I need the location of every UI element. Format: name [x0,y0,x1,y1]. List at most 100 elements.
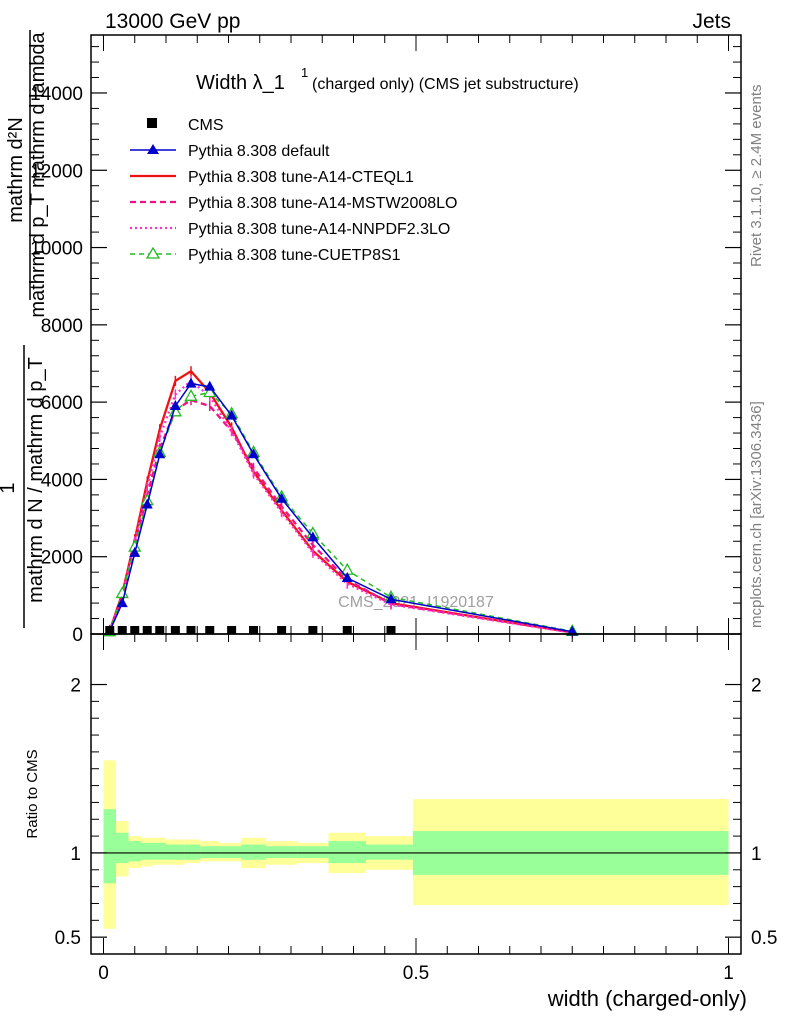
ratio-band-inner [116,832,129,864]
cms-data-point [142,626,152,634]
cms-data-point [277,626,287,634]
ratio-band-inner [103,809,116,884]
cms-data-point [170,626,180,634]
main-y-tick-label: 8000 [41,316,83,337]
default-data-point [116,597,128,608]
default-data-point [141,498,153,509]
default-data-point [341,571,353,582]
mcplots-text: mcplots.cern.ch [arXiv:1306.3436] [748,401,765,628]
cuetp8s1-data-point [184,388,198,401]
legend-label-a14-nnpdf: Pythia 8.308 tune-A14-NNPDF2.3LO [188,221,450,238]
default-data-point [169,399,181,410]
main-y-tick-label: 10000 [30,239,83,260]
ratio-band-inner [266,846,298,858]
plot-title: Width λ_1 1 (charged only) (CMS jet subs… [196,65,579,94]
ratio-band-inner [184,844,201,860]
ratio-plot-frame [90,633,742,955]
ratio-y-axis-label: Ratio to CMS [24,749,41,838]
x-tick-label: 0 [98,963,109,984]
ratio-y-tick-label-left: 0.5 [55,928,81,949]
main-plot-panel: mathrm d²N mathrm d p_T mathrm d lambda … [0,30,742,646]
ratio-band-inner [241,844,266,860]
cms-data-point [308,626,318,634]
series-line-pythia-8-308-tune-a14-mstw2008lo [108,399,573,634]
cms-data-point [342,626,352,634]
default-data-point [204,380,216,391]
ratio-band-inner [166,844,185,860]
default-data-point [154,448,166,459]
cms-data-point [117,626,127,634]
legend-label-a14-cteql1: Pythia 8.308 tune-A14-CTEQL1 [188,169,414,186]
ratio-y-tick-label-right: 0.5 [751,928,777,949]
ratio-band-inner [328,841,366,864]
ratio-y-tick-label-right: 1 [751,844,762,865]
legend-item-a14-nnpdf: Pythia 8.308 tune-A14-NNPDF2.3LO [130,221,450,238]
cms-data-point [205,626,215,634]
cms-data-point [105,626,115,634]
ratio-y-tick-label-right: 2 [751,676,762,697]
plot-title-superscript: 1 [301,65,308,80]
header-left: 13000 GeV pp [105,10,240,33]
ylabel-bottom: mathrm d N / mathrm d p_T [25,357,47,603]
default-data-point [248,448,259,459]
main-y-tick-label: 14000 [30,84,83,105]
legend-item-default: Pythia 8.308 default [130,143,330,160]
cms-data-point [186,626,196,634]
legend-marker-cuetp8s1 [145,246,161,259]
legend-label-default: Pythia 8.308 default [188,143,330,160]
ratio-y-tick-label-left: 2 [70,676,81,697]
cms-data-point [227,626,237,634]
series-cms [105,626,396,634]
legend-marker-default [147,144,159,154]
main-y-tick-label: 2000 [41,548,83,569]
default-data-point [385,593,397,604]
main-y-tick-label: 0 [72,625,83,646]
legend-marker-cms [147,118,157,128]
cms-data-point [386,626,396,634]
legend-label-cms: CMS [188,117,224,134]
legend-item-a14-cteql1: Pythia 8.308 tune-A14-CTEQL1 [130,169,414,186]
x-tick-label: 1 [723,963,734,984]
analysis-watermark: CMS_2021_I1920187 [338,594,494,611]
default-data-point [276,492,288,503]
ratio-band-inner [128,841,141,862]
ylabel-denominator: mathrm d p_T mathrm d lambda [27,31,49,317]
default-data-point [129,546,141,557]
ratio-band-inner [153,842,166,860]
legend: CMS Pythia 8.308 default Pythia 8.308 tu… [130,117,457,264]
ratio-plot-panel: 0.5 0.5 1 1 2 2 0 0.5 1 Ratio to CMS width (char… [24,633,777,1011]
main-y-tick-label: 4000 [41,470,83,491]
main-y-axis-label: mathrm d²N mathrm d p_T mathrm d lambda … [0,30,49,628]
ratio-axis-ticks: 0.5 0.5 1 1 2 2 0 0.5 1 [55,634,777,984]
default-data-point [185,377,197,388]
x-tick-label: 0.5 [403,963,429,984]
cms-data-point [249,626,258,634]
plot-title-suffix: (charged only) (CMS jet substructure) [312,76,579,93]
main-y-tick-label: 6000 [41,393,83,414]
legend-label-a14-mstw: Pythia 8.308 tune-A14-MSTW2008LO [188,195,457,212]
cms-data-point [155,626,165,634]
ylabel-numerator: mathrm d²N [5,117,27,223]
ratio-band-inner [297,846,329,858]
main-y-tick-label: 12000 [30,161,83,182]
ratio-uncertainty-bands [103,760,729,929]
header-right: Jets [692,10,731,33]
main-series-group [103,366,579,638]
cms-data-point [130,626,140,634]
ratio-band-inner [219,846,241,858]
x-axis-label: width (charged-only) [547,986,747,1011]
rivet-version-text: Rivet 3.1.10, ≥ 2.4M events [748,85,765,268]
legend-item-cuetp8s1: Pythia 8.308 tune-CUETP8S1 [130,246,401,264]
default-data-point [307,531,319,542]
ratio-y-tick-label-left: 1 [70,844,81,865]
legend-label-cuetp8s1: Pythia 8.308 tune-CUETP8S1 [188,247,401,264]
default-data-point [566,625,578,636]
ratio-band-inner [200,846,220,858]
plot-title-main: Width λ_1 [196,72,285,94]
ylabel-one: 1 [0,482,19,493]
legend-item-cms: CMS [147,117,224,134]
legend-item-a14-mstw: Pythia 8.308 tune-A14-MSTW2008LO [130,195,457,212]
ratio-band-inner [141,842,154,860]
ratio-band-inner [366,844,413,860]
